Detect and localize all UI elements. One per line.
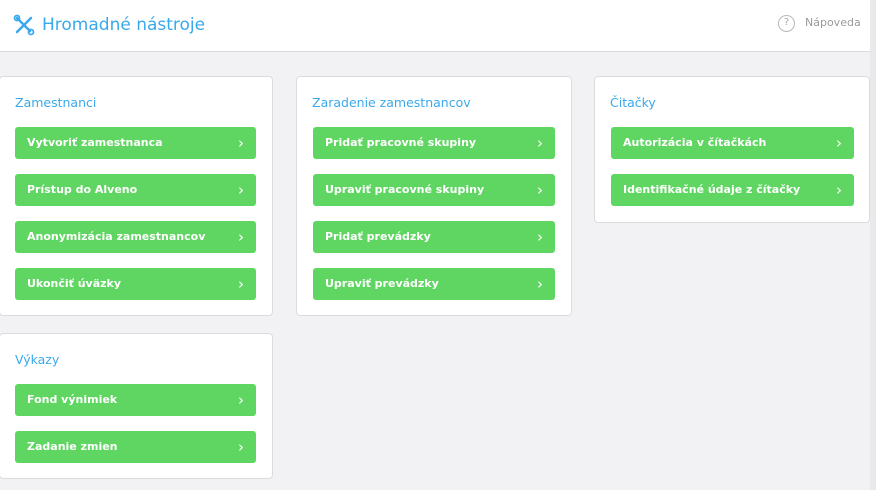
chevron-right-icon: ›	[238, 134, 244, 152]
action-button[interactable]: Pridať prevádzky ›	[313, 221, 555, 253]
chevron-right-icon: ›	[537, 275, 543, 293]
chevron-right-icon: ›	[836, 181, 842, 199]
page-title: Hromadné nástroje	[42, 15, 206, 35]
action-button[interactable]: Anonymizácia zamestnancov ›	[15, 221, 256, 253]
button-label: Prístup do Alveno	[27, 183, 138, 196]
action-button[interactable]: Zadanie zmien ›	[15, 431, 256, 463]
action-button[interactable]: Autorizácia v čítačkách ›	[611, 127, 854, 159]
action-button[interactable]: Vytvoriť zamestnanca ›	[15, 127, 256, 159]
card-zaradenie: Zaradenie zamestnancov Pridať pracovné s…	[296, 76, 572, 316]
button-label: Pridať prevádzky	[325, 230, 431, 243]
action-button[interactable]: Fond výnimiek ›	[15, 384, 256, 416]
card-title: Zamestnanci	[15, 95, 97, 110]
chevron-right-icon: ›	[537, 228, 543, 246]
chevron-right-icon: ›	[238, 391, 244, 409]
chevron-right-icon: ›	[238, 438, 244, 456]
action-button[interactable]: Upraviť pracovné skupiny ›	[313, 174, 555, 206]
chevron-right-icon: ›	[836, 134, 842, 152]
button-label: Anonymizácia zamestnancov	[27, 230, 206, 243]
chevron-right-icon: ›	[238, 275, 244, 293]
card-title: Zaradenie zamestnancov	[312, 95, 471, 110]
card-citacky: Čitačky Autorizácia v čítačkách › Identif…	[594, 76, 870, 223]
chevron-right-icon: ›	[238, 181, 244, 199]
help-link[interactable]: Nápoveda	[805, 16, 861, 29]
tools-icon	[13, 14, 35, 36]
action-button[interactable]: Prístup do Alveno ›	[15, 174, 256, 206]
action-button[interactable]: Upraviť prevádzky ›	[313, 268, 555, 300]
help-icon[interactable]: ?	[778, 15, 795, 32]
button-label: Identifikačné údaje z čítačky	[623, 183, 801, 196]
chevron-right-icon: ›	[238, 228, 244, 246]
action-button[interactable]: Pridať pracovné skupiny ›	[313, 127, 555, 159]
scrollbar[interactable]	[870, 0, 876, 490]
button-label: Autorizácia v čítačkách	[623, 136, 767, 149]
action-button[interactable]: Identifikačné údaje z čítačky ›	[611, 174, 854, 206]
button-label: Fond výnimiek	[27, 393, 118, 406]
chevron-right-icon: ›	[537, 134, 543, 152]
button-label: Zadanie zmien	[27, 440, 118, 453]
chevron-right-icon: ›	[537, 181, 543, 199]
button-label: Vytvoriť zamestnanca	[27, 136, 163, 149]
button-label: Ukončiť úväzky	[27, 277, 122, 290]
card-title: Čitačky	[610, 95, 656, 110]
card-title: Výkazy	[15, 352, 60, 367]
button-label: Upraviť pracovné skupiny	[325, 183, 485, 196]
card-vykazy: Výkazy Fond výnimiek › Zadanie zmien ›	[0, 333, 273, 479]
button-label: Upraviť prevádzky	[325, 277, 439, 290]
button-label: Pridať pracovné skupiny	[325, 136, 477, 149]
action-button[interactable]: Ukončiť úväzky ›	[15, 268, 256, 300]
page-header: Hromadné nástroje ? Nápoveda	[0, 0, 870, 52]
card-zamestnanci: Zamestnanci Vytvoriť zamestnanca › Prístu…	[0, 76, 273, 316]
